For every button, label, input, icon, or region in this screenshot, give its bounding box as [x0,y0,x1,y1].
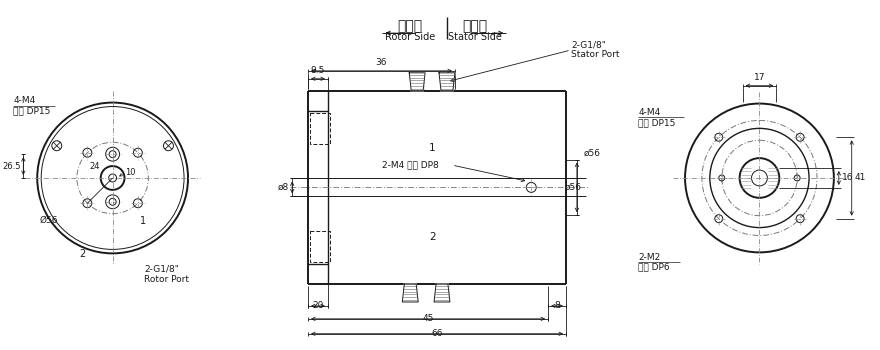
Polygon shape [402,284,418,302]
Polygon shape [439,73,455,91]
Text: 2-M4 深度 DP8: 2-M4 深度 DP8 [383,161,439,170]
Text: 45: 45 [422,314,434,323]
Text: 定子边: 定子边 [462,19,488,33]
Text: 4-M4: 4-M4 [13,96,36,105]
Bar [310,231,330,262]
Text: 2-G1/8": 2-G1/8" [144,265,180,274]
Text: 10: 10 [126,168,136,176]
Text: 36: 36 [376,58,387,67]
Text: Rotor Port: Rotor Port [144,275,189,284]
Text: 深度 DP15: 深度 DP15 [638,118,676,127]
Text: 41: 41 [854,174,866,182]
Text: 66: 66 [431,329,443,338]
Text: 17: 17 [753,73,766,82]
Text: 1: 1 [429,143,436,153]
Text: 2: 2 [429,232,436,243]
Text: 2: 2 [80,249,86,259]
Text: 深度 DP6: 深度 DP6 [638,263,670,272]
Text: 8: 8 [554,301,560,310]
Text: 2-M2: 2-M2 [638,253,661,262]
Text: 9.5: 9.5 [311,66,326,75]
Text: Stator Port: Stator Port [571,50,620,60]
Text: Ø56: Ø56 [40,216,58,225]
Text: Stator Side: Stator Side [448,32,502,42]
Text: 2-G1/8": 2-G1/8" [571,41,605,50]
Text: 24: 24 [90,162,100,170]
Text: 1: 1 [140,216,146,226]
Text: ø8: ø8 [278,183,290,192]
Text: 26.5: 26.5 [3,162,21,170]
Text: 深度 DP15: 深度 DP15 [13,106,51,115]
Text: 16: 16 [842,174,854,182]
Text: Rotor Side: Rotor Side [385,32,436,42]
Text: ø56: ø56 [583,149,601,158]
Polygon shape [409,73,425,91]
Text: ø56: ø56 [565,183,582,192]
Text: 20: 20 [312,301,324,310]
Text: 4-M4: 4-M4 [638,108,661,117]
Text: 转子边: 转子边 [398,19,422,33]
Bar [310,112,330,144]
Polygon shape [434,284,450,302]
